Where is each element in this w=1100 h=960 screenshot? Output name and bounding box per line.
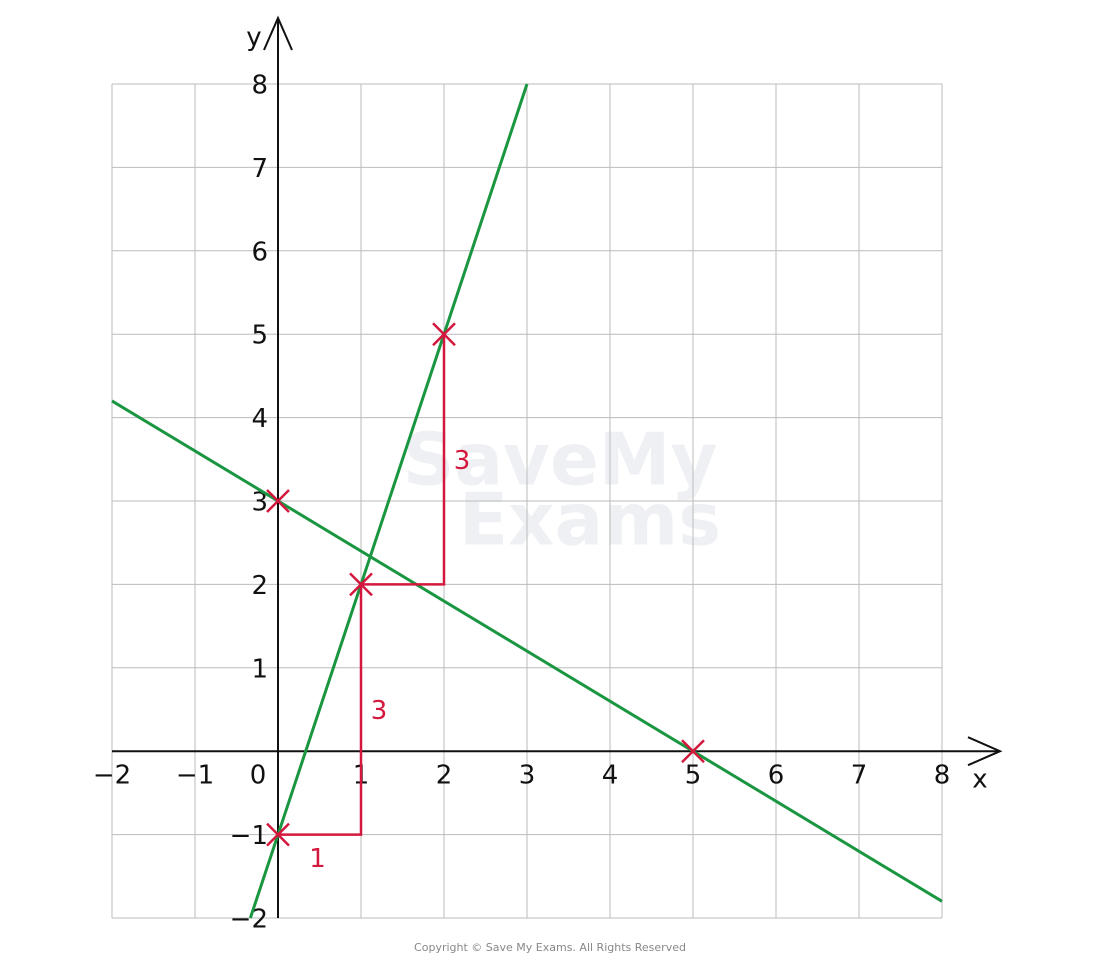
x-tick-label: 0 <box>250 761 267 791</box>
y-tick-label: 1 <box>251 654 268 684</box>
y-tick-label: 5 <box>251 321 268 351</box>
x-axis-arrow <box>967 736 1003 767</box>
x-tick-label: 2 <box>436 761 453 791</box>
x-tick-label: 8 <box>934 761 951 791</box>
y-tick-label: 6 <box>251 237 268 267</box>
copyright: Copyright © Save My Exams. All Rights Re… <box>414 941 686 954</box>
y-tick-label: 7 <box>251 154 268 184</box>
step-label: 1 <box>309 844 326 874</box>
x-tick-label: 5 <box>685 761 702 791</box>
x-axis-label: x <box>972 765 987 795</box>
y-tick-label: 3 <box>251 488 268 518</box>
y-tick-label: 2 <box>251 571 268 601</box>
point <box>432 322 456 347</box>
line <box>248 83 529 919</box>
x-tick-label: 7 <box>851 761 868 791</box>
x-tick-label: 4 <box>602 761 619 791</box>
y-tick-label: 4 <box>251 404 268 434</box>
step-label: 3 <box>454 446 471 476</box>
y-tick-label: −2 <box>230 905 268 935</box>
point <box>681 739 705 764</box>
point <box>266 822 290 847</box>
x-tick-label: 3 <box>519 761 536 791</box>
y-tick-label: 8 <box>251 71 268 101</box>
y-axis-label: y <box>246 23 261 53</box>
y-axis-arrow <box>263 15 293 51</box>
line <box>111 399 943 903</box>
watermark: Exams <box>459 478 721 562</box>
x-tick-label: −1 <box>176 761 214 791</box>
y-tick-label: −1 <box>230 821 268 851</box>
x-tick-label: 6 <box>768 761 785 791</box>
point <box>349 572 373 597</box>
watermark: SaveMy <box>403 418 718 502</box>
x-tick-label: −2 <box>93 761 131 791</box>
step-label: 3 <box>371 696 388 726</box>
point <box>266 489 290 513</box>
